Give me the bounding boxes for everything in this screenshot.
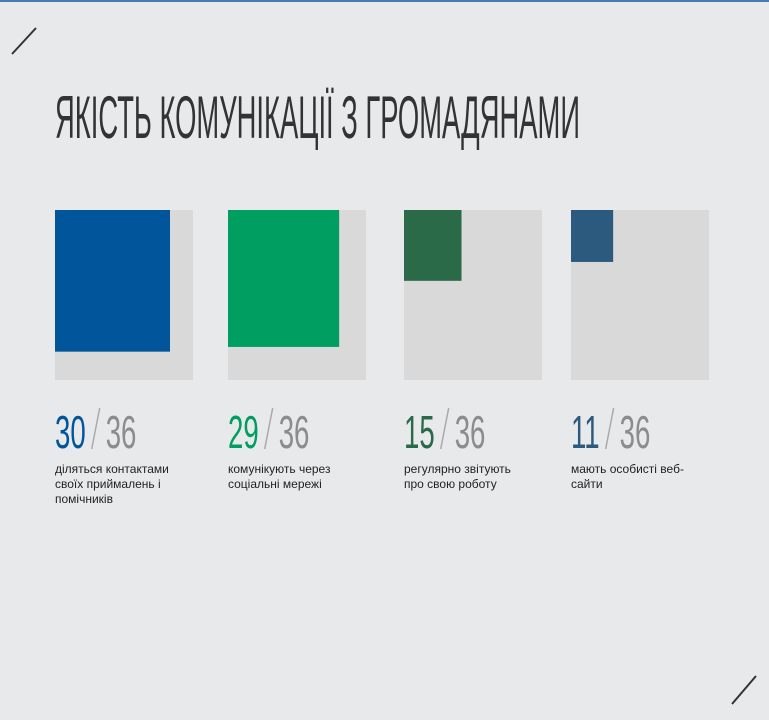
total-number: 36 xyxy=(279,408,310,459)
item-label: діляться контактами своїх приймалень і п… xyxy=(55,462,169,506)
value-number: 15 xyxy=(404,408,435,459)
value-box xyxy=(228,210,340,347)
decor-line xyxy=(11,27,37,55)
value-number: 29 xyxy=(228,408,259,459)
item-label: регулярно звітують про свою роботу xyxy=(404,462,511,491)
chart-title: ЯКІСТЬ КОМУНІКАЦІЇ З ГРОМАДЯНАМИ xyxy=(55,84,580,151)
item-label: мають особисті веб-сайти xyxy=(571,462,684,491)
item-label: комунікують через соціальні мережі xyxy=(228,462,331,491)
decor-line xyxy=(731,675,757,705)
separator xyxy=(90,407,101,450)
value-box xyxy=(55,210,170,352)
total-number: 36 xyxy=(106,408,137,459)
value-box xyxy=(571,210,614,262)
separator xyxy=(439,407,450,450)
value-number: 30 xyxy=(55,408,86,459)
total-number: 36 xyxy=(455,408,486,459)
value-number: 11 xyxy=(571,408,600,459)
separator xyxy=(604,407,615,450)
value-box xyxy=(404,210,462,281)
separator xyxy=(263,407,274,450)
total-number: 36 xyxy=(620,408,651,459)
